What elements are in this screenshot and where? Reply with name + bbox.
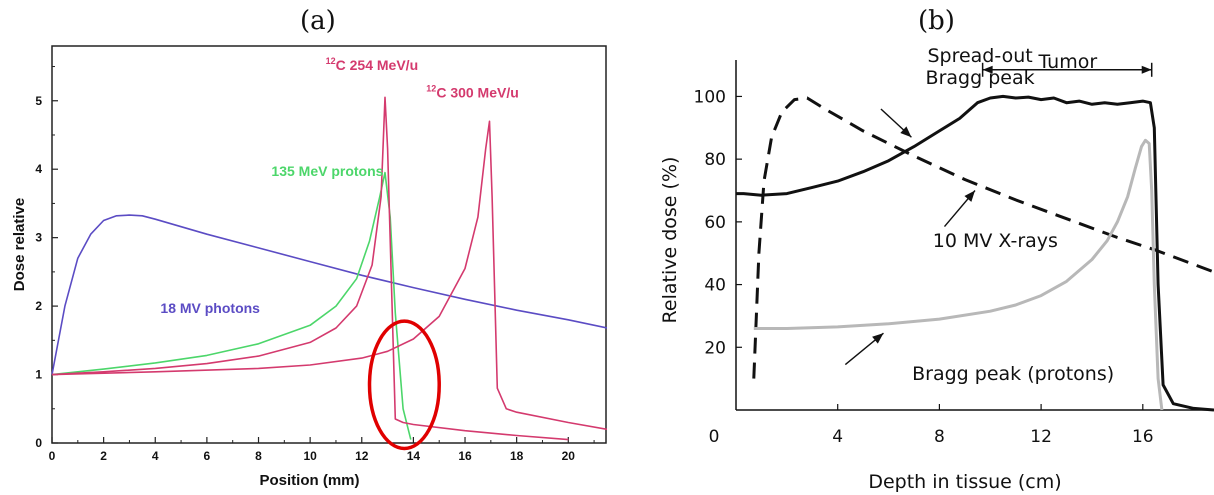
annotation-10-mv-x-rays: 10 MV X-rays — [933, 230, 1058, 252]
panel-a-label: (a) — [300, 6, 336, 36]
x-tick-label: 10 — [303, 449, 317, 463]
x-tick-label: 6 — [204, 449, 211, 463]
proton-pointer-arrow-head — [872, 333, 884, 344]
x-tick-label: 2 — [100, 449, 107, 463]
series-bragg-peak-protons — [753, 138, 1164, 411]
annotation-bragg-peak: Bragg peak — [926, 67, 1035, 89]
annotation-bragg-peak-protons: Bragg peak (protons) — [912, 363, 1114, 385]
annotation-12c-300-mev-u: 12C 300 MeV/u — [426, 83, 519, 100]
y-tick-label: 80 — [704, 150, 726, 170]
highlight-ellipse — [367, 319, 441, 451]
tumor-arrowhead-right — [1141, 65, 1152, 74]
panel-b-label: (b) — [918, 6, 955, 36]
annotation-12c-254-mev-u: 12C 254 MeV/u — [326, 56, 419, 73]
x-tick-label: 0 — [709, 427, 720, 447]
series-spread-out-bragg-peak — [736, 94, 1214, 412]
x-tick-label: 0 — [49, 449, 56, 463]
y-axis-label: Dose relative — [11, 198, 28, 291]
tumor-arrowhead-left — [982, 65, 993, 74]
x-tick-label: 4 — [152, 449, 159, 463]
y-tick-label: 4 — [35, 162, 42, 176]
annotation-18-mv-photons: 18 MV photons — [160, 300, 260, 316]
x-axis-label: Depth in tissue (cm) — [868, 471, 1061, 493]
plot-frame — [51, 45, 607, 444]
y-tick-label: 5 — [35, 94, 42, 108]
x-tick-label: 14 — [407, 449, 421, 463]
y-axis-label: Relative dose (%) — [659, 157, 681, 324]
series-12c-300-mev-u — [51, 120, 607, 431]
x-tick-label: 20 — [562, 449, 576, 463]
x-tick-label: 18 — [510, 449, 524, 463]
xray-pointer-arrow-head — [964, 190, 975, 202]
y-tick-label: 2 — [35, 299, 42, 313]
y-tick-label: 60 — [704, 213, 726, 233]
series-135-mev-protons — [51, 171, 412, 440]
annotation-tumor: Tumor — [1037, 51, 1097, 73]
series-10-mv-x-rays — [752, 96, 1214, 379]
series-12c-254-mev-u — [51, 96, 569, 441]
y-tick-label: 0 — [35, 436, 42, 450]
annotation-spread-out: Spread-out — [927, 45, 1032, 67]
y-tick-label: 3 — [35, 231, 42, 245]
x-axis-label: Position (mm) — [260, 472, 360, 489]
sobp-pointer-arrow-head — [900, 126, 912, 138]
y-tick-label: 20 — [704, 338, 726, 358]
x-tick-label: 16 — [458, 449, 472, 463]
x-tick-label: 4 — [832, 427, 843, 447]
y-tick-label: 1 — [35, 368, 42, 382]
series-18-mv-photons — [51, 214, 607, 375]
y-tick-label: 40 — [704, 276, 726, 296]
y-tick-label: 100 — [694, 87, 726, 107]
x-tick-label: 8 — [255, 449, 262, 463]
annotation-135-mev-protons: 135 MeV protons — [271, 163, 383, 179]
x-tick-label: 16 — [1132, 427, 1154, 447]
x-tick-label: 12 — [1030, 427, 1052, 447]
chart-b: 0 4 8 12 16 20 40 60 80 100 Depth in tissue (cm) Re… — [659, 45, 1214, 493]
x-tick-label: 12 — [355, 449, 369, 463]
x-tick-label: 8 — [934, 427, 945, 447]
